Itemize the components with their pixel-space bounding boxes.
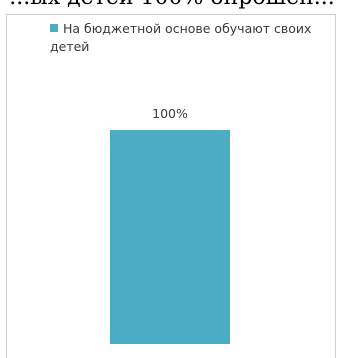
bar (110, 130, 230, 344)
legend: На бюджетной основе обучают своих детей (50, 20, 320, 56)
cut-off-text: ...ых детей 100% опрошен... (0, 0, 344, 10)
legend-swatch (50, 24, 58, 32)
data-label: 100% (152, 106, 188, 121)
legend-label: На бюджетной основе обучают своих детей (50, 21, 312, 54)
